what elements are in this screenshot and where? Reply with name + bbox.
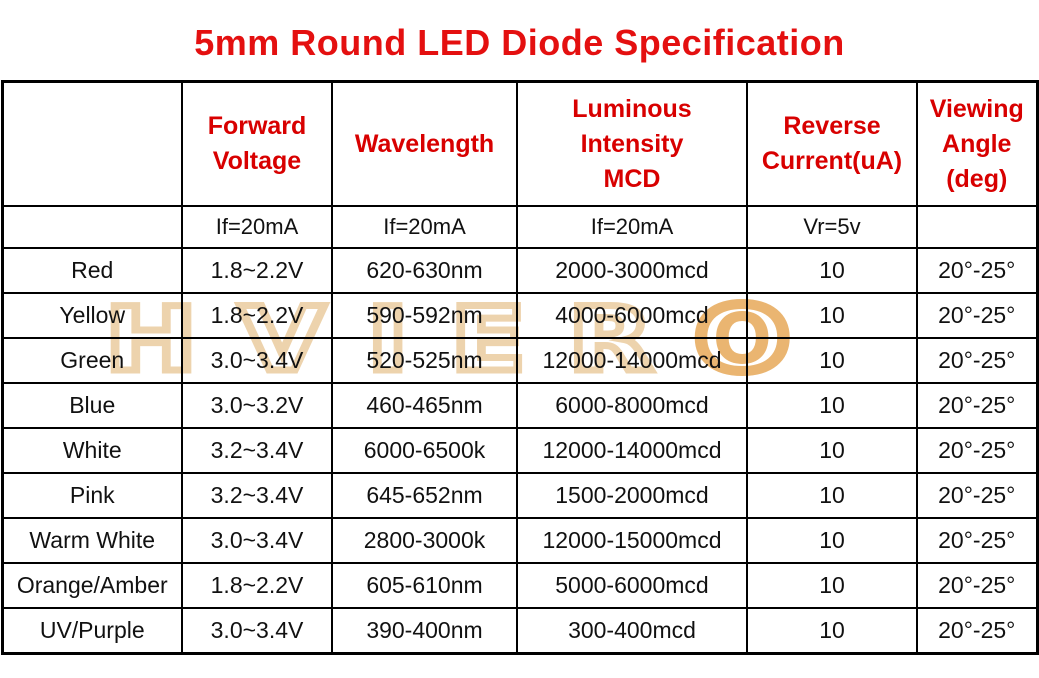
cell-viewing-angle: 20°-25° (916, 472, 1038, 519)
cell-luminous-intensity: 5000-6000mcd (516, 562, 748, 609)
cell-reverse-current: 10 (746, 427, 918, 474)
page-title: 5mm Round LED Diode Specification (194, 22, 845, 63)
cell-forward-voltage: 1.8~2.2V (181, 292, 333, 339)
cell-color: Warm White (1, 517, 183, 564)
cell-color: UV/Purple (1, 607, 183, 655)
cell-forward-voltage: 3.0~3.4V (181, 337, 333, 384)
table-row: Blue 3.0~3.2V 460-465nm 6000-8000mcd 10 20°-2… (1, 382, 1038, 429)
column-subheader (916, 205, 1038, 249)
cell-color: Blue (1, 382, 183, 429)
table-row: UV/Purple 3.0~3.4V 390-400nm 300-400mcd 10 20… (1, 607, 1038, 655)
cell-reverse-current: 10 (746, 517, 918, 564)
cell-color: White (1, 427, 183, 474)
table-body: Red 1.8~2.2V 620-630nm 2000-3000mcd 10 20°-25… (1, 247, 1038, 655)
column-header: Wavelength (331, 80, 518, 207)
cell-wavelength: 605-610nm (331, 562, 518, 609)
cell-luminous-intensity: 12000-14000mcd (516, 427, 748, 474)
cell-forward-voltage: 3.2~3.4V (181, 472, 333, 519)
table-row: Yellow 1.8~2.2V 590-592nm 4000-6000mcd 10 20°… (1, 292, 1038, 339)
table-row: Warm White 3.0~3.4V 2800-3000k 12000-15000m… (1, 517, 1038, 564)
cell-forward-voltage: 3.2~3.4V (181, 427, 333, 474)
column-header: Reverse Current(uA) (746, 80, 918, 207)
cell-luminous-intensity: 2000-3000mcd (516, 247, 748, 294)
cell-reverse-current: 10 (746, 247, 918, 294)
cell-color: Pink (1, 472, 183, 519)
table-head: Forward Voltage Wavelength Luminous Intens… (1, 80, 1038, 249)
header-row: Forward Voltage Wavelength Luminous Intens… (1, 80, 1038, 207)
table-row: Orange/Amber 1.8~2.2V 605-610nm 5000-6000mc… (1, 562, 1038, 609)
cell-wavelength: 645-652nm (331, 472, 518, 519)
cell-viewing-angle: 20°-25° (916, 292, 1038, 339)
cell-wavelength: 6000-6500k (331, 427, 518, 474)
cell-wavelength: 520-525nm (331, 337, 518, 384)
cell-luminous-intensity: 4000-6000mcd (516, 292, 748, 339)
cell-reverse-current: 10 (746, 292, 918, 339)
cell-viewing-angle: 20°-25° (916, 247, 1038, 294)
table-row: Green 3.0~3.4V 520-525nm 12000-14000mcd 10 20… (1, 337, 1038, 384)
column-header: Forward Voltage (181, 80, 333, 207)
column-header: Luminous Intensity MCD (516, 80, 748, 207)
column-subheader: If=20mA (331, 205, 518, 249)
subheader-row: If=20mA If=20mA If=20mA Vr=5v (1, 205, 1038, 249)
column-subheader (1, 205, 183, 249)
cell-color: Green (1, 337, 183, 384)
cell-viewing-angle: 20°-25° (916, 337, 1038, 384)
table-row: White 3.2~3.4V 6000-6500k 12000-14000mcd 10 2… (1, 427, 1038, 474)
column-header (1, 80, 183, 207)
cell-wavelength: 460-465nm (331, 382, 518, 429)
cell-wavelength: 390-400nm (331, 607, 518, 655)
cell-luminous-intensity: 12000-14000mcd (516, 337, 748, 384)
column-subheader: If=20mA (181, 205, 333, 249)
cell-reverse-current: 10 (746, 472, 918, 519)
cell-forward-voltage: 3.0~3.4V (181, 517, 333, 564)
cell-luminous-intensity: 1500-2000mcd (516, 472, 748, 519)
cell-forward-voltage: 3.0~3.2V (181, 382, 333, 429)
cell-wavelength: 620-630nm (331, 247, 518, 294)
cell-wavelength: 590-592nm (331, 292, 518, 339)
column-subheader: Vr=5v (746, 205, 918, 249)
cell-viewing-angle: 20°-25° (916, 427, 1038, 474)
cell-color: Orange/Amber (1, 562, 183, 609)
led-spec-table: Forward Voltage Wavelength Luminous Intens… (0, 80, 1039, 655)
cell-luminous-intensity: 12000-15000mcd (516, 517, 748, 564)
cell-viewing-angle: 20°-25° (916, 607, 1038, 655)
cell-wavelength: 2800-3000k (331, 517, 518, 564)
table-row: Red 1.8~2.2V 620-630nm 2000-3000mcd 10 20°-25… (1, 247, 1038, 294)
table-row: Pink 3.2~3.4V 645-652nm 1500-2000mcd 10 20°-2… (1, 472, 1038, 519)
cell-forward-voltage: 1.8~2.2V (181, 562, 333, 609)
cell-reverse-current: 10 (746, 562, 918, 609)
cell-forward-voltage: 1.8~2.2V (181, 247, 333, 294)
cell-viewing-angle: 20°-25° (916, 562, 1038, 609)
cell-reverse-current: 10 (746, 607, 918, 655)
cell-color: Yellow (1, 292, 183, 339)
cell-color: Red (1, 247, 183, 294)
cell-reverse-current: 10 (746, 337, 918, 384)
cell-forward-voltage: 3.0~3.4V (181, 607, 333, 655)
column-header: Viewing Angle (deg) (916, 80, 1038, 207)
cell-reverse-current: 10 (746, 382, 918, 429)
cell-luminous-intensity: 300-400mcd (516, 607, 748, 655)
column-subheader: If=20mA (516, 205, 748, 249)
cell-viewing-angle: 20°-25° (916, 517, 1038, 564)
cell-viewing-angle: 20°-25° (916, 382, 1038, 429)
cell-luminous-intensity: 6000-8000mcd (516, 382, 748, 429)
